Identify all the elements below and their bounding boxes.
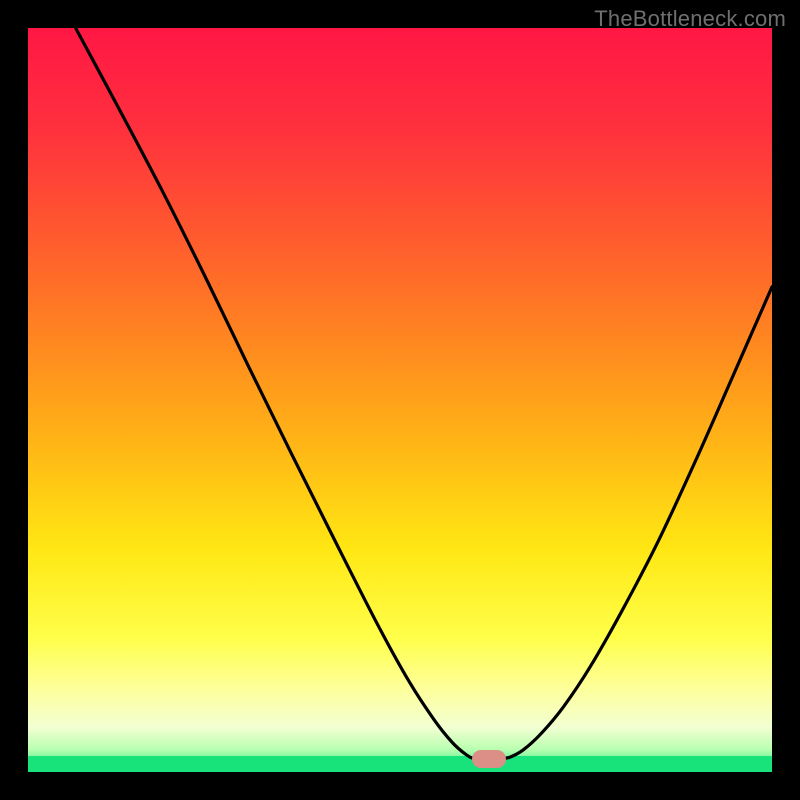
bottleneck-curve-path — [76, 28, 772, 759]
optimum-marker — [472, 750, 506, 768]
plot-area — [28, 28, 772, 772]
bottleneck-curve-svg — [28, 28, 772, 772]
